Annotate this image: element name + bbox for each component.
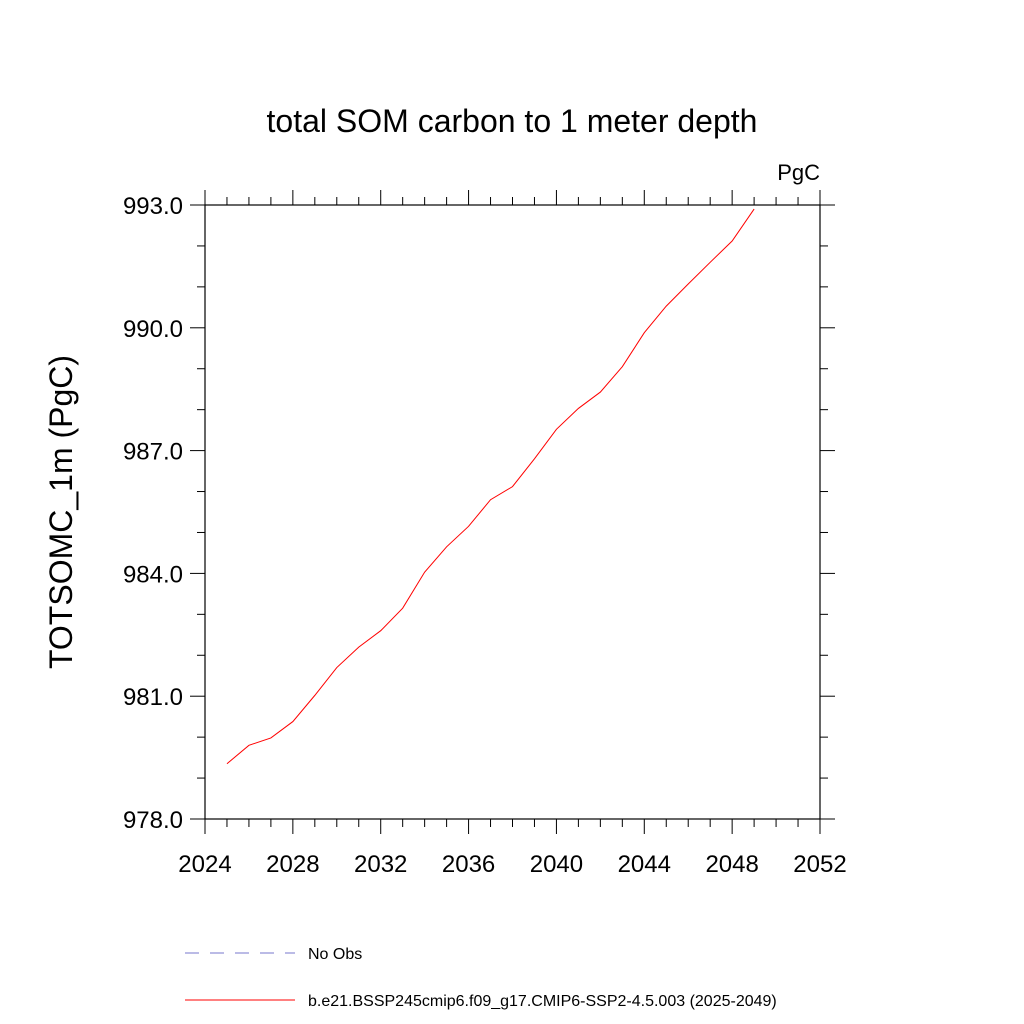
y-axis-label: TOTSOMC_1m (PgC)	[43, 355, 79, 669]
y-tick-label: 987.0	[123, 439, 183, 466]
y-tick-label: 978.0	[123, 807, 183, 834]
y-tick-label: 993.0	[123, 193, 183, 220]
chart-title: total SOM carbon to 1 meter depth	[267, 103, 758, 139]
x-tick-label: 2024	[178, 851, 231, 878]
x-tick-label: 2044	[618, 851, 671, 878]
y-tick-label: 984.0	[123, 561, 183, 588]
x-tick-label: 2048	[705, 851, 758, 878]
plot-frame	[204, 204, 821, 820]
y-tick-label: 990.0	[123, 316, 183, 343]
axis-tick-labels: 2024 2028 2032 2036 2040 2044 2048 2052 978.0 981…	[123, 193, 847, 878]
axis-ticks	[190, 190, 835, 834]
x-tick-label: 2040	[530, 851, 583, 878]
series-line	[226, 208, 755, 765]
x-tick-label: 2032	[354, 851, 407, 878]
series-group	[226, 208, 755, 765]
legend-label: No Obs	[308, 946, 362, 963]
legend: No Obs b.e21.BSSP245cmip6.f09_g17.CMIP6-S…	[185, 946, 777, 1010]
units-label: PgC	[777, 160, 820, 185]
legend-label: b.e21.BSSP245cmip6.f09_g17.CMIP6-SSP2-4.…	[308, 993, 777, 1010]
x-tick-label: 2028	[266, 851, 319, 878]
x-tick-label: 2036	[442, 851, 495, 878]
x-tick-label: 2052	[793, 851, 846, 878]
y-tick-label: 981.0	[123, 684, 183, 711]
